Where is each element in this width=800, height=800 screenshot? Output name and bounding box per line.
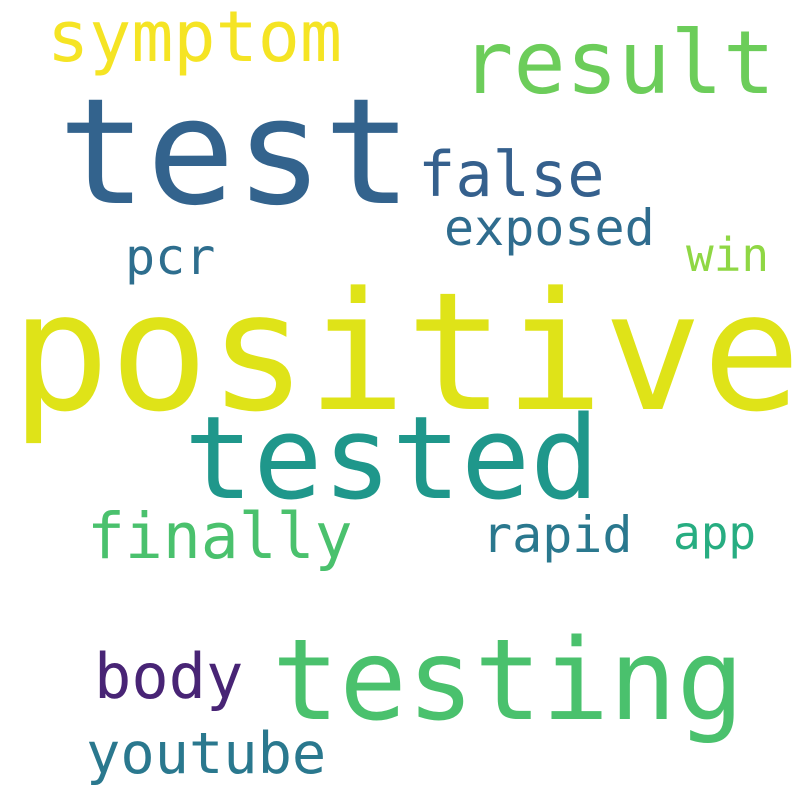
word-positive: positive (11, 257, 800, 448)
word-false: false (418, 138, 605, 211)
word-result: result (461, 12, 776, 114)
word-testing: testing (272, 616, 745, 746)
word-exposed: exposed (444, 199, 655, 257)
word-finally: finally (87, 500, 353, 573)
word-win: win (686, 228, 770, 282)
word-symptom: symptom (47, 0, 343, 78)
word-pcr: pcr (125, 228, 216, 286)
word-app: app (673, 506, 757, 560)
word-body: body (94, 640, 244, 713)
word-tested: tested (184, 392, 600, 526)
word-test: test (58, 67, 413, 238)
word-youtube: youtube (86, 721, 327, 787)
word-rapid: rapid (482, 506, 633, 564)
